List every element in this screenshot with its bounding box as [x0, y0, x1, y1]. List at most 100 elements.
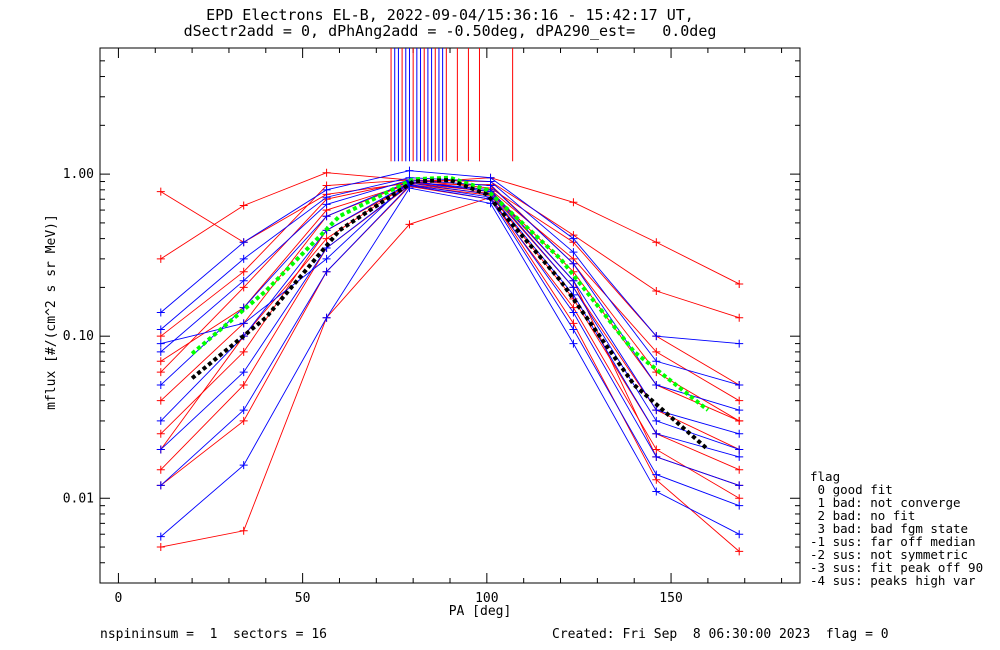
data-point [239, 319, 248, 328]
data-point [652, 332, 661, 341]
series-line [160, 179, 740, 411]
data-point [735, 481, 744, 490]
series-line [160, 185, 740, 499]
data-point [652, 470, 661, 479]
data-point [322, 185, 331, 194]
data-point [156, 532, 165, 541]
data-point [322, 200, 331, 209]
legend-item-2: 2 bad: no fit [810, 508, 916, 523]
chart-title-line2: dSectr2add = 0, dPhAng2add = -0.50deg, d… [183, 22, 717, 40]
series-line [160, 185, 740, 507]
data-point [156, 325, 165, 334]
data-point [156, 445, 165, 454]
data-point [735, 452, 744, 461]
data-point [239, 254, 248, 263]
data-point [156, 357, 165, 366]
legend-title: flag [810, 469, 841, 484]
data-point [239, 283, 248, 292]
data-point [652, 347, 661, 356]
data-point [322, 254, 331, 263]
data-point [239, 238, 248, 247]
data-point [652, 357, 661, 366]
data-point [735, 416, 744, 425]
data-point [239, 347, 248, 356]
data-point [156, 465, 165, 474]
data-point [156, 543, 165, 552]
data-point [156, 347, 165, 356]
data-point [569, 325, 578, 334]
data-point [239, 201, 248, 210]
flag-legend: flag 0 good fit 1 bad: not converge 2 ba… [810, 470, 983, 587]
data-point [322, 168, 331, 177]
data-point [652, 287, 661, 296]
data-point [156, 332, 165, 341]
data-point [156, 187, 165, 196]
data-point [735, 313, 744, 322]
data-point [735, 279, 744, 288]
legend-item-3: 3 bad: bad fgm state [810, 521, 969, 536]
data-point [156, 308, 165, 317]
fit-curve [190, 175, 710, 412]
series-line [160, 184, 740, 486]
data-point [239, 380, 248, 389]
data-point [322, 234, 331, 243]
data-point [735, 530, 744, 539]
data-point [405, 220, 414, 229]
legend-item-1: 1 bad: not converge [810, 495, 961, 510]
data-point [652, 416, 661, 425]
series-line [160, 187, 740, 537]
footer-created-info: Created: Fri Sep 8 06:30:00 2023 flag = … [552, 627, 889, 642]
data-point [405, 166, 414, 175]
data-point [569, 339, 578, 348]
data-point [735, 429, 744, 438]
data-point [652, 238, 661, 247]
data-point [322, 193, 331, 202]
data-point [156, 396, 165, 405]
legend-item-7: -4 sus: peaks high var [810, 573, 976, 588]
series-line [160, 170, 740, 345]
fit-curve [190, 177, 710, 451]
legend-item-5: -2 sus: not symmetric [810, 547, 969, 562]
x-axis-label: PA [deg] [448, 604, 512, 619]
data-point [239, 461, 248, 470]
series-line [160, 181, 740, 450]
data-point [569, 248, 578, 257]
data-point [652, 406, 661, 415]
data-point [652, 487, 661, 496]
data-point [569, 308, 578, 317]
data-point [239, 368, 248, 377]
data-point [322, 212, 331, 221]
data-point [735, 396, 744, 405]
series-line [160, 182, 740, 458]
data-point [569, 283, 578, 292]
series-line [160, 183, 740, 422]
data-point [239, 416, 248, 425]
data-point [322, 313, 331, 322]
data-point [156, 429, 165, 438]
x-tick-label: 50 [295, 591, 311, 606]
x-tick-label: 150 [659, 591, 682, 606]
data-point [569, 198, 578, 207]
data-point [652, 452, 661, 461]
data-point [652, 445, 661, 454]
data-point [156, 254, 165, 263]
data-point [735, 445, 744, 454]
data-point [239, 526, 248, 535]
data-point [322, 267, 331, 276]
legend-item-4: -1 sus: far off median [810, 534, 976, 549]
data-point [239, 406, 248, 415]
chart-title-line1: EPD Electrons EL-B, 2022-09-04/15:36:16 … [206, 6, 694, 24]
data-point [735, 380, 744, 389]
data-point [735, 339, 744, 348]
footer-spin-info: nspininsum = 1 sectors = 16 [100, 627, 327, 642]
y-tick-label: 1.00 [63, 167, 94, 182]
series-line [160, 182, 740, 486]
series-line [160, 177, 740, 386]
legend-item-0: 0 good fit [810, 482, 893, 497]
series-line [160, 172, 740, 319]
data-point [569, 234, 578, 243]
data-point [735, 465, 744, 474]
plot-frame [99, 47, 801, 584]
data-point [735, 494, 744, 503]
y-tick-label: 0.10 [63, 329, 94, 344]
